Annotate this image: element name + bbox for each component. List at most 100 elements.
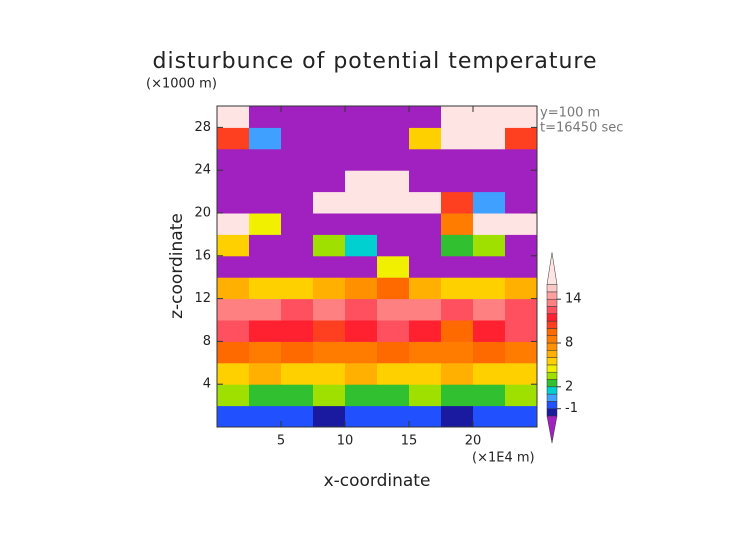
colorbar-band (546, 313, 558, 322)
plot-frame (216, 105, 538, 428)
cell (345, 127, 378, 150)
cell (249, 191, 282, 214)
cell (345, 170, 378, 193)
cell (249, 320, 282, 342)
annotation: t=16450 sec (540, 121, 623, 136)
cell (473, 127, 506, 150)
annotation: y=100 m (540, 106, 600, 121)
cell (217, 298, 250, 321)
cell (249, 277, 282, 300)
cell (505, 234, 538, 257)
colorbar-over (546, 252, 558, 285)
cell (377, 362, 410, 385)
cell (249, 213, 282, 235)
x-axis-title: x-coordinate (324, 471, 431, 491)
cell (409, 191, 442, 214)
cell (217, 255, 250, 278)
cell (409, 298, 442, 321)
cell (281, 148, 314, 171)
colorbar-band (546, 393, 558, 402)
cell (281, 405, 314, 428)
colorbar-band (546, 408, 558, 417)
cell (281, 320, 314, 342)
y-tick-label: 28 (194, 120, 211, 135)
cell (313, 234, 346, 257)
cell (345, 106, 378, 128)
colorbar-band (546, 284, 558, 293)
cell (409, 170, 442, 193)
cell (505, 298, 538, 321)
x-tick-label: 5 (277, 434, 285, 449)
cell (505, 405, 538, 428)
colorbar-tick-label: 8 (565, 336, 573, 351)
cell (473, 320, 506, 342)
cell (313, 341, 346, 364)
cell (249, 148, 282, 171)
cell (313, 106, 346, 128)
cell (249, 341, 282, 364)
cell (217, 405, 250, 428)
cell (505, 341, 538, 364)
cell (409, 106, 442, 128)
cell (345, 362, 378, 385)
cell (505, 320, 538, 342)
cell (345, 191, 378, 214)
cell (249, 298, 282, 321)
cell (217, 384, 250, 407)
y-tick-label: 24 (194, 163, 211, 178)
cell (249, 384, 282, 407)
cell (249, 405, 282, 428)
cell (313, 191, 346, 214)
colorbar-under (546, 415, 558, 444)
cell (409, 148, 442, 171)
colorbar-tick-label: -1 (565, 401, 578, 416)
cell (473, 170, 506, 193)
y-tick-label: 20 (194, 206, 211, 221)
cell (409, 341, 442, 364)
colorbar-band (546, 328, 558, 336)
cell (441, 320, 474, 342)
colorbar-band (546, 386, 558, 395)
cell (505, 213, 538, 235)
y-tick-label: 12 (194, 291, 211, 306)
cell (441, 148, 474, 171)
cell (249, 127, 282, 150)
cell (505, 170, 538, 193)
cell (377, 255, 410, 278)
cell (473, 362, 506, 385)
cell (377, 234, 410, 257)
cell (281, 213, 314, 235)
colorbar-band (546, 298, 558, 307)
colorbar-band (546, 357, 558, 366)
cell (377, 127, 410, 150)
x-tick-label: 10 (337, 434, 354, 449)
cell (281, 341, 314, 364)
cell (377, 298, 410, 321)
cell (249, 106, 282, 128)
cell (473, 148, 506, 171)
colorbar-band (546, 371, 558, 380)
cell (217, 234, 250, 257)
cell (249, 362, 282, 385)
cell (345, 148, 378, 171)
colorbar-band (546, 364, 558, 373)
cell (505, 277, 538, 300)
cell (473, 341, 506, 364)
colorbar-band (546, 335, 558, 344)
colorbar-band (546, 379, 558, 388)
cell (345, 277, 378, 300)
cell (217, 277, 250, 300)
cell (345, 341, 378, 364)
cell (473, 405, 506, 428)
cell (377, 213, 410, 235)
colorbar-tick-label: 14 (565, 292, 582, 307)
cell (281, 106, 314, 128)
cell (473, 277, 506, 300)
cell (217, 148, 250, 171)
cell (377, 277, 410, 300)
cell (345, 234, 378, 257)
cell (313, 170, 346, 193)
cell (217, 106, 250, 128)
cell (377, 106, 410, 128)
y-tick-label: 4 (203, 377, 211, 392)
